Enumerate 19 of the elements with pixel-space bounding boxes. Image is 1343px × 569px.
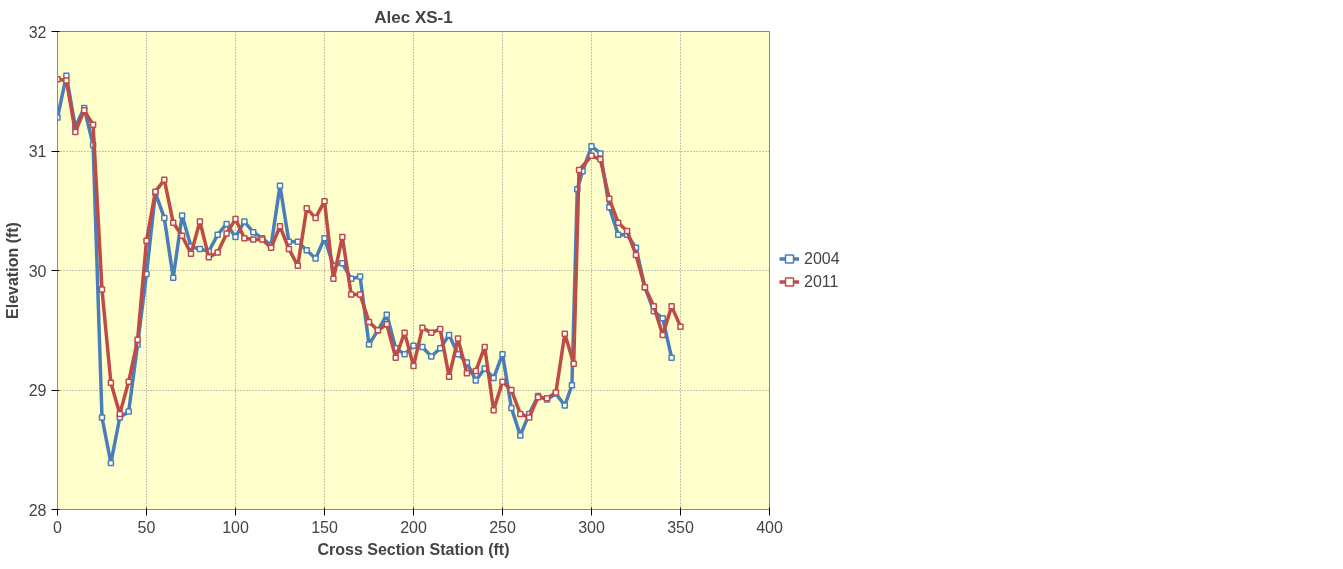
y-tick-label: 28 [28,501,47,519]
y-tick-label: 31 [28,143,47,160]
x-tick-label: 250 [489,518,516,536]
legend-label: 2004 [804,249,840,268]
chart-title: Alec XS-1 [374,7,453,27]
x-tick-label: 150 [311,518,338,536]
y-tick-label: 32 [28,23,47,41]
x-tick-label: 50 [137,518,156,536]
y-axis-title: Elevation (ft) [3,222,21,319]
x-tick-label: 400 [756,518,783,536]
x-tick-label: 200 [400,518,427,536]
legend-label: 2011 [804,272,839,291]
x-axis-title: Cross Section Station (ft) [317,540,510,558]
x-tick-label: 100 [222,518,249,536]
x-tick-label: 0 [53,518,63,536]
x-tick-label: 300 [578,518,605,536]
y-tick-label: 30 [28,262,47,280]
x-tick-label: 350 [667,518,694,536]
y-tick-label: 29 [28,382,47,399]
